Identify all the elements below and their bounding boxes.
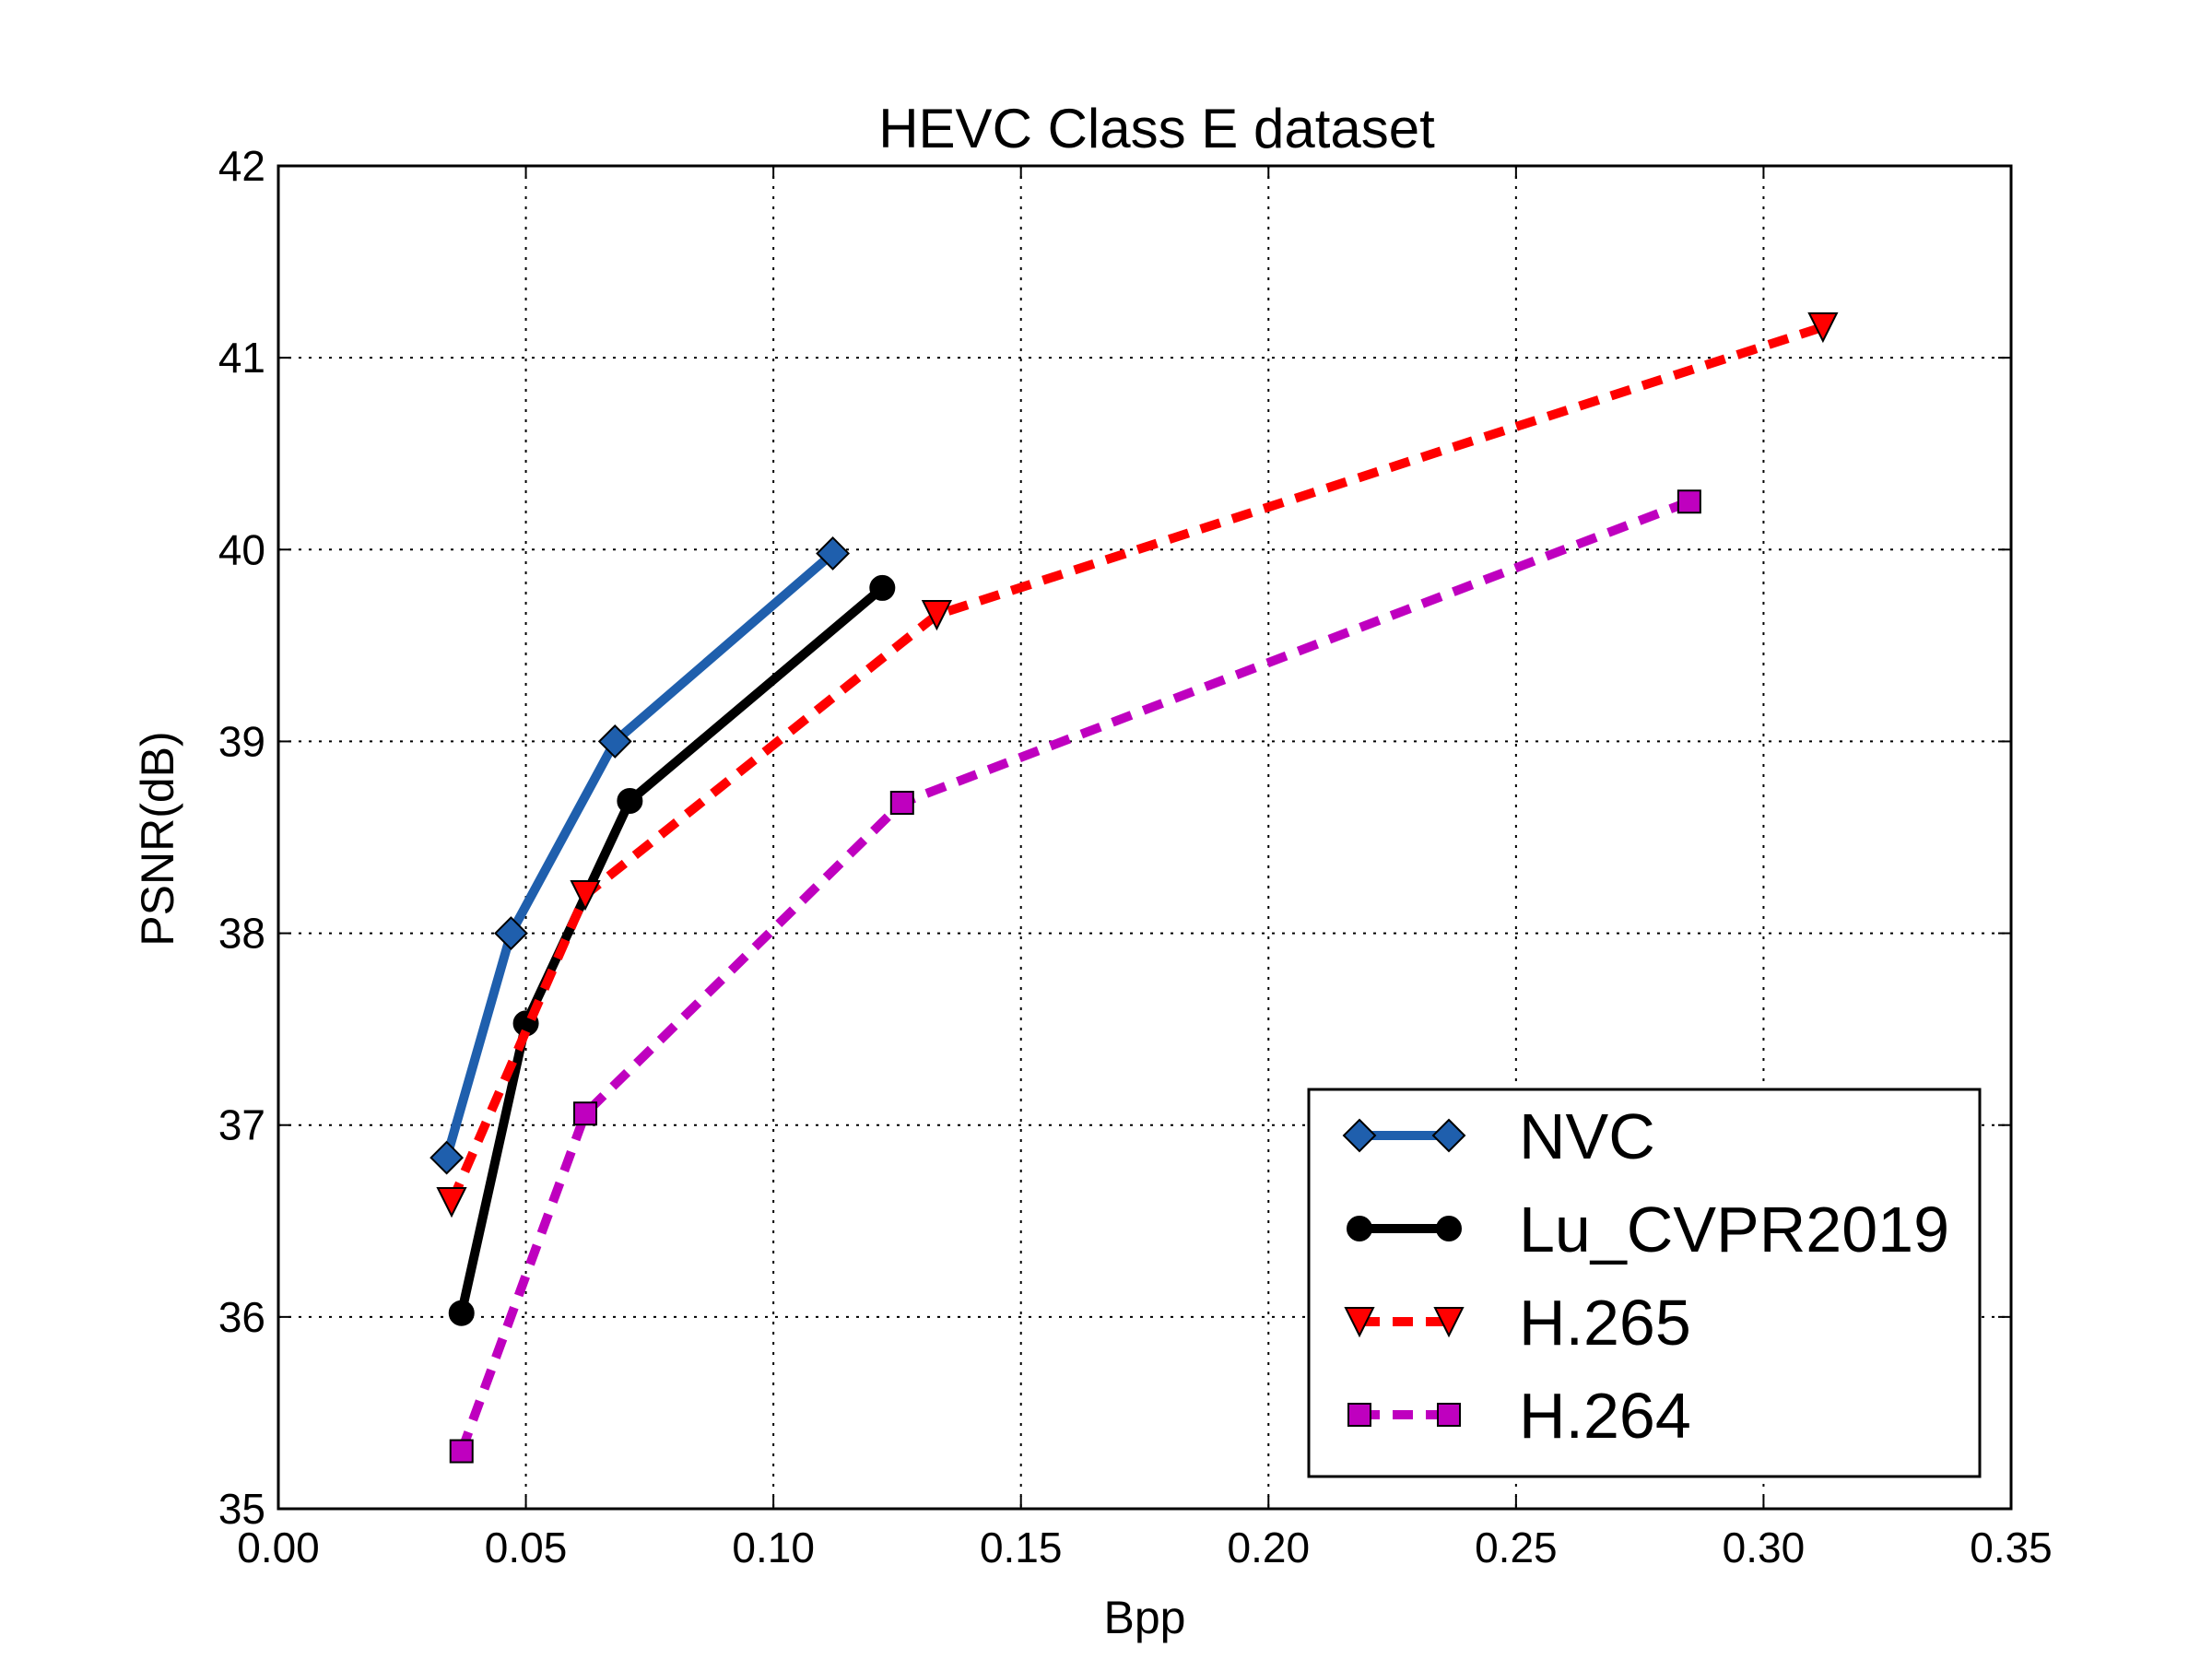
legend-marker-h-264: [1437, 1403, 1461, 1427]
series-line-h-264: [457, 497, 1691, 1453]
data-point-h-265: [921, 600, 953, 631]
legend-label-lu-cvpr2019: Lu_CVPR2019: [1519, 1194, 1949, 1265]
y-axis-title: PSNR(dB): [132, 731, 183, 946]
data-point-nvc: [429, 1140, 465, 1175]
y-tick-label: 41: [218, 334, 265, 382]
legend-label-h-265: H.265: [1519, 1287, 1691, 1359]
chart-title: HEVC Class E dataset: [878, 98, 1435, 159]
data-point-h-265: [436, 1186, 467, 1218]
series-line-h-265: [447, 323, 1825, 1204]
data-point-h-264: [449, 1439, 474, 1464]
grid: [278, 166, 2011, 1509]
y-tick-label: 40: [218, 525, 265, 573]
legend-marker-lu-cvpr2019: [1436, 1216, 1462, 1241]
data-point-h-265: [1807, 312, 1839, 344]
y-tick-label: 37: [218, 1101, 265, 1149]
data-point-lu-cvpr2019: [869, 574, 896, 601]
data-point-h-264: [1677, 489, 1701, 514]
legend-marker-h-265: [1433, 1307, 1465, 1338]
data-point-nvc: [816, 536, 851, 571]
x-tick-label: 0.10: [732, 1524, 815, 1571]
y-tick-label: 36: [218, 1293, 265, 1341]
legend-marker-h-265: [1344, 1307, 1375, 1338]
legend-label-nvc: NVC: [1519, 1100, 1655, 1172]
y-tick-label: 39: [218, 717, 265, 765]
x-tick-label: 0.15: [980, 1524, 1063, 1571]
legend-marker-nvc: [1431, 1118, 1466, 1153]
series-nvc: [429, 536, 851, 1175]
legend-entry-nvc: NVC: [1342, 1100, 1655, 1172]
data-point-lu-cvpr2019: [617, 787, 643, 814]
data-point-h-265: [570, 879, 601, 912]
series-layer: [429, 312, 1839, 1464]
data-point-h-264: [889, 791, 914, 816]
x-tick-label: 0.25: [1475, 1524, 1558, 1571]
legend-entry-lu-cvpr2019: Lu_CVPR2019: [1347, 1194, 1949, 1265]
series-line-nvc: [441, 549, 836, 1159]
legend: NVC Lu_CVPR2019 H.265 H.264: [1307, 1088, 1982, 1478]
x-tick-label: 0.20: [1228, 1524, 1311, 1571]
legend-marker-nvc: [1342, 1118, 1377, 1153]
x-tick-label: 0.35: [1970, 1524, 2053, 1571]
y-tick-label: 35: [218, 1485, 265, 1533]
legend-marker-h-264: [1347, 1403, 1371, 1427]
legend-label-h-264: H.264: [1519, 1380, 1691, 1452]
data-point-h-264: [573, 1101, 598, 1126]
x-tick-label: 0.30: [1723, 1524, 1806, 1571]
legend-box: [1307, 1088, 1982, 1478]
series-h-265: [436, 312, 1839, 1218]
x-tick-label: 0.05: [485, 1524, 568, 1571]
x-axis-title: Bpp: [1104, 1592, 1186, 1643]
y-tick-label: 42: [218, 142, 265, 190]
x-tick-label: 0.00: [237, 1524, 320, 1571]
legend-entry-h-264: H.264: [1347, 1380, 1691, 1452]
data-point-nvc: [494, 916, 528, 950]
series-h-264: [449, 489, 1701, 1464]
legend-marker-lu-cvpr2019: [1347, 1216, 1372, 1241]
plot-frame: [276, 164, 2013, 1511]
data-point-lu-cvpr2019: [448, 1300, 475, 1326]
y-tick-label: 38: [218, 910, 265, 958]
legend-entry-h-265: H.265: [1344, 1287, 1691, 1359]
data-point-nvc: [597, 724, 632, 759]
axis-ticks: 0.00 0.05 0.10 0.15 0.20 0.25 0.30 0.35 35 36 37 38…: [218, 142, 2053, 1571]
